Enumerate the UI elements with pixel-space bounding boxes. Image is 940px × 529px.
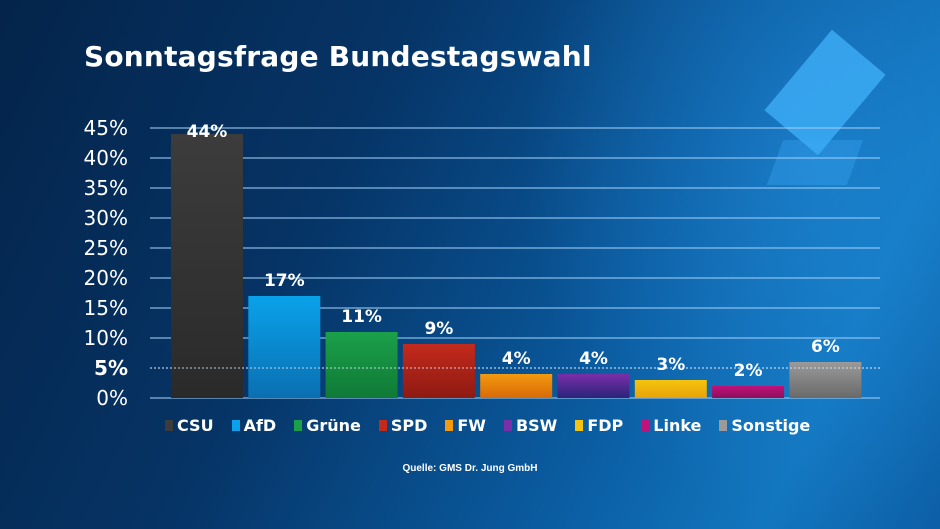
legend-swatch [294, 420, 303, 431]
source-note: Quelle: GMS Dr. Jung GmbH [402, 463, 538, 474]
y-tick-label: 35% [84, 176, 128, 200]
legend-item-grüne: Grüne [294, 416, 361, 435]
data-label: 9% [424, 319, 453, 339]
y-tick-label: 15% [84, 296, 128, 320]
data-label: 2% [734, 361, 763, 381]
y-tick-label: 0% [96, 386, 128, 410]
legend-item-fdp: FDP [575, 416, 623, 435]
y-tick-label: 30% [84, 206, 128, 230]
legend-swatch [641, 420, 650, 431]
legend-label: FDP [587, 416, 624, 435]
data-label: 11% [341, 307, 382, 327]
y-tick-label: 40% [84, 146, 128, 170]
bar-afd [248, 296, 321, 398]
legend-item-spd: SPD [378, 416, 428, 435]
legend-label: Grüne [306, 416, 361, 435]
data-label: 4% [579, 349, 608, 369]
bar-spd [402, 344, 475, 398]
legend-label: SPD [390, 416, 428, 435]
legend-swatch [231, 420, 240, 431]
legend-swatch [719, 420, 728, 431]
bar-bsw [557, 374, 630, 398]
bar-sonstige [789, 362, 862, 398]
bar-csu [171, 134, 243, 398]
legend-item-fw: FW [445, 416, 486, 435]
y-tick-label: 20% [84, 266, 128, 290]
y-tick-label: 45% [84, 116, 128, 140]
data-label: 17% [264, 271, 305, 291]
y-tick-label: 25% [84, 236, 128, 260]
data-label: 44% [187, 122, 228, 142]
legend-item-linke: Linke [641, 416, 701, 435]
legend-swatch [575, 420, 584, 431]
legend-swatch [445, 420, 454, 431]
legend-swatch [378, 420, 387, 431]
legend-item-afd: AfD [231, 416, 277, 435]
legend-label: AfD [243, 416, 277, 435]
data-label: 3% [656, 355, 685, 375]
data-label: 4% [502, 349, 531, 369]
bar-fw [480, 374, 553, 398]
data-label: 6% [811, 337, 840, 357]
legend-label: FW [457, 416, 486, 435]
legend-label: CSU [177, 416, 214, 435]
bar-linke [712, 386, 785, 398]
legend-label: Linke [653, 416, 702, 435]
chart-title: Sonntagsfrage Bundestagswahl [84, 40, 592, 73]
bar-fdp [634, 380, 707, 398]
legend-item-csu: CSU [165, 416, 214, 435]
legend-swatch [165, 420, 173, 431]
legend-item-bsw: BSW [503, 416, 558, 435]
y-tick-label: 5% [94, 356, 128, 380]
chart-legend: CSU AfD Grüne SPD FW BSW FDP Linke Sonstige [165, 416, 810, 435]
bar-grüne [325, 332, 398, 398]
legend-label: BSW [515, 416, 558, 435]
legend-item-sonstige: Sonstige [719, 416, 810, 435]
y-tick-label: 10% [84, 326, 128, 350]
legend-swatch [503, 420, 512, 431]
legend-label: Sonstige [731, 416, 811, 435]
